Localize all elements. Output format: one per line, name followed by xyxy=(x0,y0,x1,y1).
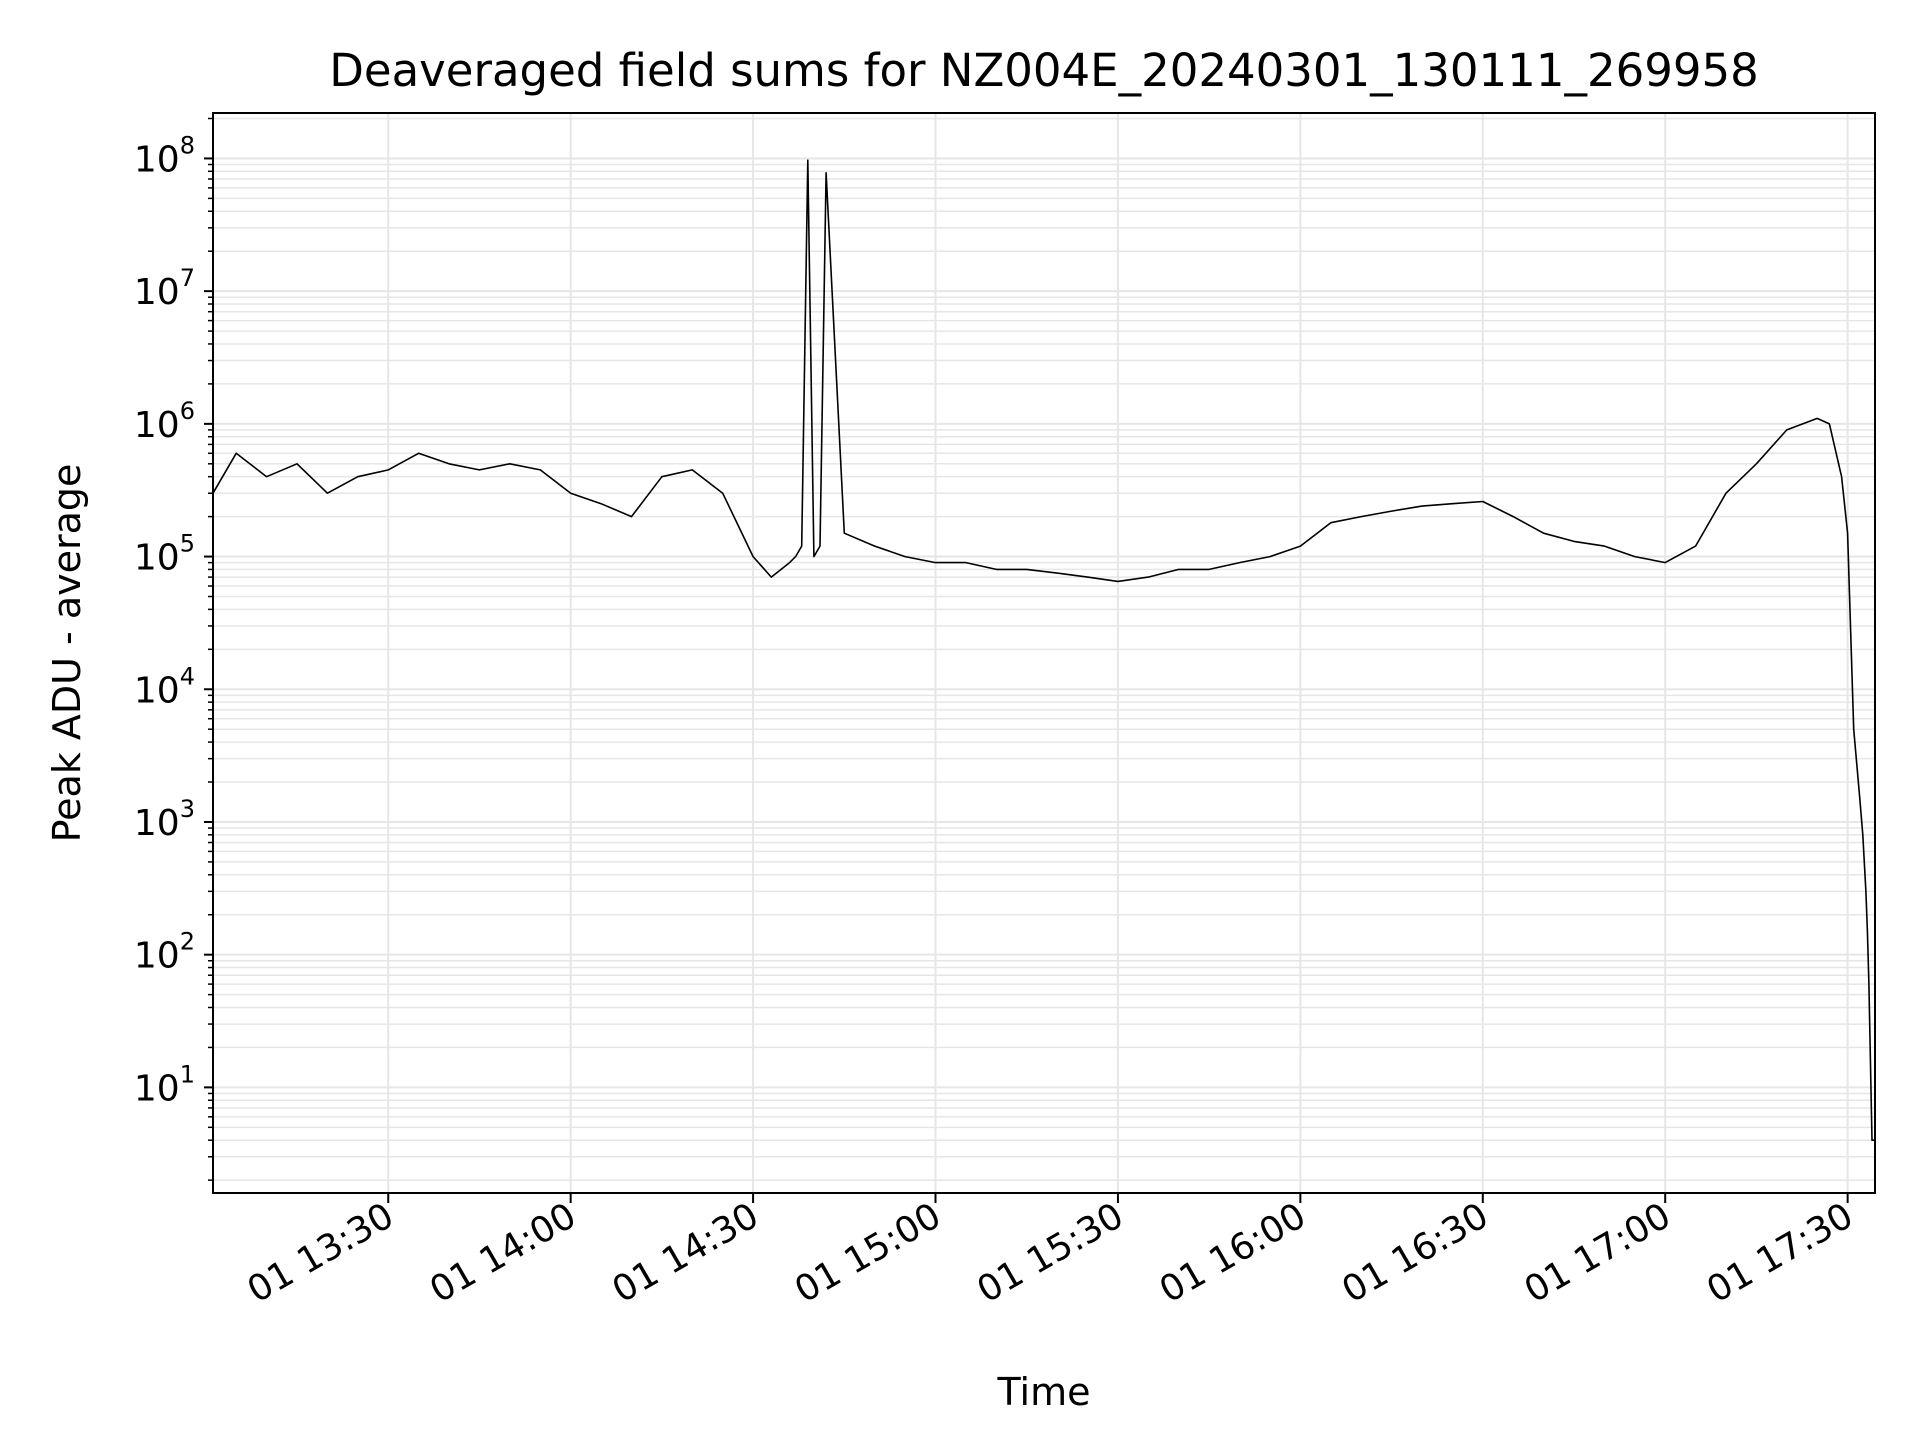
series-line xyxy=(212,159,1875,1141)
grid xyxy=(213,113,1875,1193)
y-axis-label: Peak ADU - average xyxy=(45,464,89,843)
x-axis-label: Time xyxy=(997,1370,1091,1414)
plot-frame xyxy=(212,112,1876,1194)
y-tick-label: 102 xyxy=(134,928,195,977)
chart-title: Deaveraged field sums for NZ004E_2024030… xyxy=(329,44,1758,97)
